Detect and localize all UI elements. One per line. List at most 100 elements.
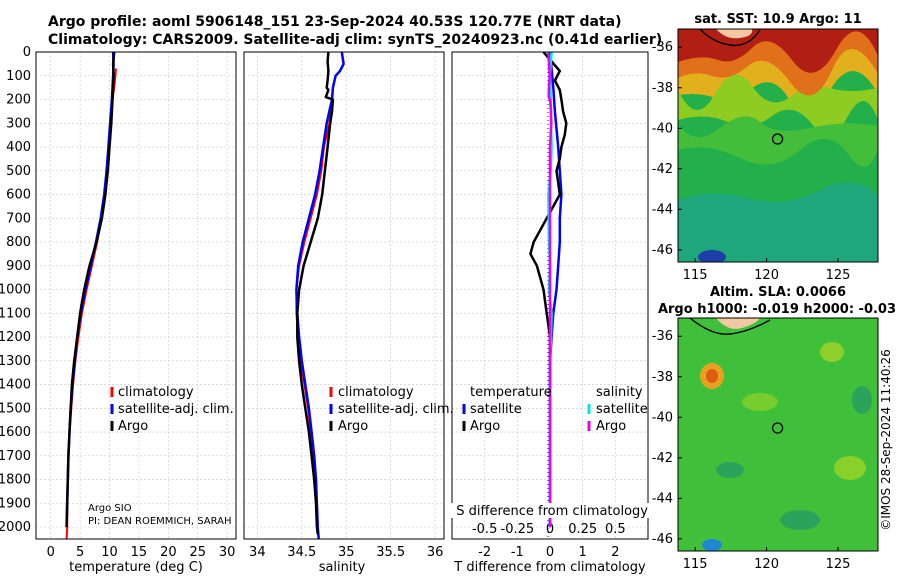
x-tick-label: 1: [579, 545, 587, 560]
sst-map-title: sat. SST: 10.9 Argo: 11: [694, 12, 861, 27]
map-y-tick-label: -36: [652, 329, 673, 344]
x-tick-label: 20: [160, 545, 177, 560]
x-tick-label: 0: [47, 545, 55, 560]
legend-climatology-label: climatology: [118, 385, 194, 400]
series-line-argo: [65, 52, 116, 528]
depth-tick-label: 1200: [0, 330, 31, 345]
sst-cold-patch: [698, 250, 726, 262]
sla-patch-a: [820, 342, 844, 362]
s-tick-label: 0: [546, 522, 554, 537]
s-tick-label: -0.25: [501, 522, 535, 537]
series-line-argo: [296, 52, 335, 535]
depth-tick-labels: 0 100 200 300 400 500 600 700 800 900 1000 1100 1200…: [0, 45, 31, 535]
depth-tick-label: 700: [6, 211, 31, 226]
salinity-tick-labels: 34 34.5 35 35.5 36: [249, 545, 443, 560]
x-tick-label: 30: [219, 545, 236, 560]
legend-climatology-label: climatology: [338, 385, 414, 400]
legend-satellite-label: satellite-adj. clim.: [118, 402, 234, 417]
sst-map-tick-labels: 115 120 125 -36 -38 -40 -42 -44 -46: [652, 40, 851, 283]
legend-sal-satellite-label: satellite: [596, 402, 648, 417]
sla-low-patch: [702, 539, 722, 551]
map-y-tick-label: -44: [652, 491, 673, 506]
map-x-tick-label: 120: [754, 557, 779, 572]
depth-tick-label: 1000: [0, 283, 31, 298]
attribution-line1: Argo SIO: [88, 503, 132, 514]
legend-salinity-header: salinity: [596, 385, 643, 400]
temperature-xlabel: temperature (deg C): [69, 560, 203, 575]
x-tick-label: 34.5: [287, 545, 316, 560]
legend-temp-argo-label: Argo: [470, 419, 500, 434]
x-tick-label: 0: [546, 545, 554, 560]
temperature-frame: [35, 51, 237, 540]
sla-map-field: [678, 318, 878, 551]
difference-legend: temperature satellite Argo salinity sate…: [462, 385, 648, 434]
sla-base: [678, 318, 878, 551]
depth-tick-label: 600: [6, 188, 31, 203]
sla-map-tick-labels: 115 120 125 -36 -38 -40 -42 -44 -46: [652, 329, 851, 572]
sla-map-panel: Altim. SLA: 0.0066 Argo h1000: -0.019 h2…: [652, 285, 896, 572]
temperature-grid: [36, 51, 236, 539]
argo-position-marker: [771, 422, 784, 434]
series-line-temperature-argo: [529, 52, 568, 385]
depth-tick-label: 1300: [0, 354, 31, 369]
depth-tick-label: 300: [6, 116, 31, 131]
map-x-tick-label: 115: [683, 557, 708, 572]
map-y-tick-label: -46: [652, 243, 673, 258]
sst-map-panel: sat. SST: 10.9 Argo: 11 115 120 125 -36 -38 -…: [652, 12, 879, 283]
sla-patch-d: [716, 462, 744, 478]
sst-mid-green: [678, 116, 878, 167]
x-tick-label: 35: [338, 545, 355, 560]
depth-tick-label: 800: [6, 235, 31, 250]
sla-patch-b: [742, 393, 778, 411]
salinity-grid: [244, 51, 444, 539]
x-tick-label: 2: [611, 545, 619, 560]
x-tick-label: -2: [478, 545, 491, 560]
t-difference-tick-labels: -2 -1 0 1 2: [478, 545, 619, 560]
difference-lines: [529, 52, 568, 528]
map-y-tick-label: -40: [652, 410, 673, 425]
map-x-tick-label: 125: [826, 557, 851, 572]
x-tick-label: 34: [249, 545, 266, 560]
depth-tick-label: 1100: [0, 306, 31, 321]
salinity-panel: 34 34.5 35 35.5 36 salinity climatology sate…: [243, 51, 454, 575]
depth-tick-label: 1400: [0, 378, 31, 393]
series-line-satellite-adj-clim-: [295, 52, 345, 539]
depth-tick-label: 500: [6, 164, 31, 179]
s-difference-tick-labels: -0.5 -0.25 0 0.25 0.5: [472, 522, 626, 537]
depth-tick-label: 100: [6, 69, 31, 84]
depth-tick-label: 1900: [0, 496, 31, 511]
x-tick-label: -1: [511, 545, 524, 560]
sst-green-yellow-band: [678, 74, 878, 135]
series-line-salinity-argo: [547, 52, 553, 528]
x-tick-label: 15: [131, 545, 148, 560]
sla-patch-e: [780, 510, 820, 530]
legend-temp-satellite-label: satellite: [470, 402, 522, 417]
sst-red-band: [678, 29, 878, 73]
depth-tick-label: 400: [6, 140, 31, 155]
depth-tick-label: 1500: [0, 401, 31, 416]
s-label-background: [450, 503, 650, 518]
argo-position-marker: [771, 133, 784, 145]
depth-tick-label: 0: [23, 45, 31, 60]
salinity-frame: [243, 51, 445, 540]
salinity-xlabel: salinity: [319, 560, 366, 575]
sla-map-title-line1: Altim. SLA: 0.0066: [710, 285, 846, 300]
map-y-tick-label: -36: [652, 40, 673, 55]
sla-map-frame: [677, 317, 879, 552]
x-tick-label: 10: [101, 545, 118, 560]
s-tick-label: 0.25: [568, 522, 597, 537]
depth-tick-label: 1600: [0, 425, 31, 440]
depth-tick-label: 1700: [0, 449, 31, 464]
legend-satellite-label: satellite-adj. clim.: [338, 402, 454, 417]
sst-teal-band: [678, 182, 878, 262]
imos-timestamp: ©IMOS 28-Sep-2024 11:40:26: [879, 349, 893, 531]
temperature-panel: 0100200300400500600700800900100011001200…: [0, 45, 237, 575]
depth-tick-label: 200: [6, 93, 31, 108]
temperature-lines: [65, 52, 117, 539]
x-tick-label: 5: [76, 545, 84, 560]
map-y-tick-label: -42: [652, 451, 673, 466]
temperature-legend: climatology satellite-adj. clim. Argo: [110, 385, 234, 434]
sst-map-field: [678, 29, 878, 262]
